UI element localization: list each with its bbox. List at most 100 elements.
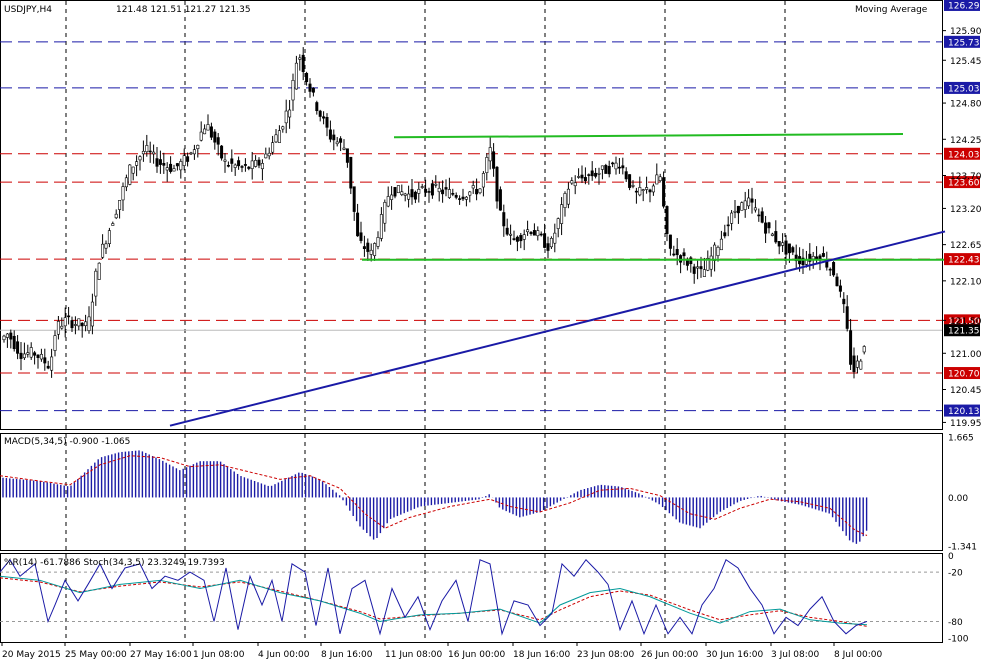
candle-body [835,276,839,287]
macd-tick-label: -1.341 [948,543,977,553]
candle-body [366,242,370,252]
candle-body [505,227,509,235]
candle-body [699,266,703,270]
candle-body [220,145,224,159]
candle-body [230,158,234,164]
candle-body [634,190,638,193]
candle-body [852,355,856,373]
level-tag [944,404,980,417]
candle-body [400,191,404,195]
candle-body [543,233,547,248]
candle-body [318,110,322,117]
candle-body [274,134,278,143]
candle-body [427,191,431,193]
candle-body [111,223,115,226]
candle-body [90,301,94,327]
candle-body [767,222,771,229]
candle-body [264,153,268,159]
x-tick-label: 11 Jun 08:00 [385,650,442,660]
macd-tick-label: 1.665 [948,434,974,444]
candle-body [481,173,485,188]
macd-signal-line [0,455,868,536]
candle-body [447,189,451,198]
candle-body [135,161,139,166]
candle-body [787,243,791,254]
candle-body [335,141,339,145]
x-tick-label: 1 Jun 08:00 [193,650,245,660]
candle-body [56,321,60,335]
candle-body [254,160,258,167]
candle-body [50,356,54,371]
stoch-main-line [0,575,868,626]
level-tag-label: 123.60 [948,179,980,189]
candle-body [36,354,40,358]
candle-body [498,189,502,211]
candle-body [509,233,513,236]
candle-body [764,222,768,234]
indicator-label: Moving Average [855,5,928,15]
candle-body [485,157,489,174]
candle-body [417,188,421,194]
candle-body [665,206,669,234]
candle-body [39,354,43,360]
candle-body [753,207,757,211]
candle-body [607,165,611,175]
candle-body [84,321,88,327]
candle-body [179,161,183,171]
candle-body [376,237,380,247]
candle-body [821,253,825,257]
x-tick-label: 30 Jun 16:00 [706,650,763,660]
y-tick-label: 123.70 [950,172,982,182]
candle-body [298,57,302,60]
candle-body [702,269,706,277]
candle-body [617,166,621,169]
candle-body [5,333,9,338]
candle-body [757,214,761,217]
candle-body [373,243,377,256]
candle-body [696,266,700,269]
y-tick-label: 120.45 [950,386,982,396]
trendline [169,230,946,427]
candle-body [492,151,496,169]
level-tag [944,176,980,189]
candle-body [158,159,162,165]
support-line [393,133,904,139]
candle-body [73,324,77,326]
candle-body [451,192,455,195]
candle-body [94,270,98,297]
candle-body [808,253,812,262]
candle-body [138,156,142,161]
price-pane[interactable] [0,0,943,430]
level-tag [944,147,980,160]
candle-body [825,261,829,268]
candle-body [46,365,50,369]
y-tick-label: 121.00 [950,350,982,360]
candle-body [209,126,213,138]
candle-body [148,150,152,153]
candle-body [621,165,625,169]
candle-body [580,174,584,179]
candle-body [502,212,506,227]
candle-body [407,193,411,200]
candle-body [733,210,737,213]
candle-body [257,159,261,166]
candle-body [556,218,560,229]
candle-body [539,233,543,236]
candle-body [213,131,217,143]
candle-body [104,243,108,249]
candle-body [532,230,536,236]
candle-body [206,124,210,131]
y-tick-label: 122.10 [950,277,982,287]
y-tick-label: 119.95 [950,419,982,429]
candle-body [356,212,360,237]
candle-body [862,346,866,353]
y-tick-label: 124.25 [950,136,982,146]
level-tag [944,81,980,94]
candle-body [577,176,581,178]
candle-body [713,244,717,261]
candle-body [784,240,788,255]
candle-body [628,174,632,188]
candle-body [672,253,676,256]
